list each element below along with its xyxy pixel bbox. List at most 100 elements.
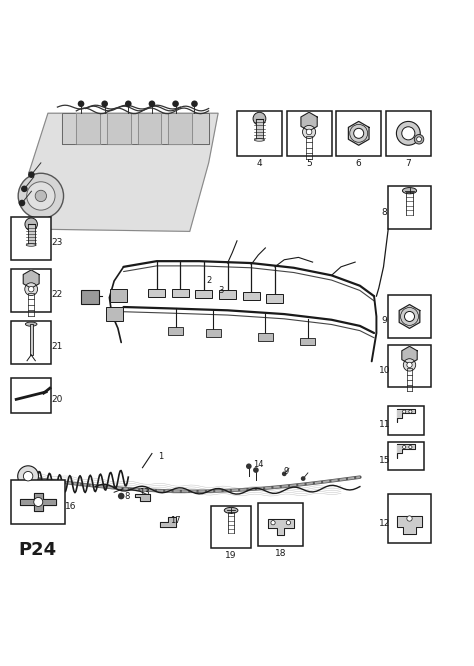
Circle shape — [246, 464, 252, 469]
Circle shape — [404, 312, 414, 322]
Bar — [388, 345, 431, 388]
Text: 1: 1 — [158, 452, 164, 462]
Text: 10: 10 — [379, 366, 390, 375]
Polygon shape — [76, 113, 100, 144]
Bar — [168, 327, 183, 335]
Bar — [195, 290, 212, 298]
Circle shape — [282, 472, 287, 476]
Bar — [148, 288, 165, 297]
Circle shape — [253, 468, 259, 473]
Text: 19: 19 — [225, 551, 237, 560]
Circle shape — [35, 190, 46, 202]
Circle shape — [78, 101, 84, 107]
Polygon shape — [160, 517, 175, 527]
Bar — [172, 288, 189, 297]
Circle shape — [403, 359, 416, 371]
Bar — [237, 111, 282, 156]
Bar — [388, 494, 431, 543]
Circle shape — [21, 186, 27, 192]
Circle shape — [28, 171, 35, 178]
Text: 20: 20 — [52, 396, 63, 404]
Bar — [243, 292, 260, 300]
Text: 16: 16 — [65, 502, 76, 511]
Circle shape — [402, 127, 415, 140]
Polygon shape — [29, 113, 218, 231]
Circle shape — [28, 286, 34, 292]
Ellipse shape — [26, 244, 36, 246]
Circle shape — [149, 101, 155, 107]
Bar — [386, 111, 431, 156]
Bar — [258, 503, 303, 545]
Circle shape — [402, 410, 406, 413]
Polygon shape — [397, 409, 415, 422]
Circle shape — [396, 121, 420, 145]
Polygon shape — [62, 113, 209, 144]
Polygon shape — [23, 270, 39, 288]
Ellipse shape — [224, 507, 238, 513]
Circle shape — [18, 173, 64, 218]
Circle shape — [172, 101, 179, 107]
Text: 8: 8 — [125, 492, 130, 501]
Ellipse shape — [255, 139, 264, 141]
Circle shape — [191, 101, 198, 107]
Circle shape — [286, 521, 291, 525]
Bar — [301, 338, 316, 345]
Bar — [219, 290, 236, 299]
Polygon shape — [348, 121, 369, 145]
Circle shape — [301, 476, 306, 481]
Polygon shape — [136, 494, 150, 501]
Text: 8: 8 — [382, 208, 387, 216]
Text: 2: 2 — [207, 276, 212, 284]
Bar — [211, 505, 251, 548]
Bar — [11, 269, 51, 312]
Circle shape — [23, 472, 33, 481]
Bar — [266, 294, 283, 303]
Circle shape — [118, 493, 125, 500]
Text: 17: 17 — [170, 515, 181, 525]
Circle shape — [25, 283, 37, 296]
Bar — [11, 378, 51, 414]
Bar — [206, 329, 221, 337]
Circle shape — [27, 182, 55, 210]
Bar — [11, 480, 65, 524]
Circle shape — [407, 362, 412, 368]
Circle shape — [409, 410, 412, 413]
Circle shape — [18, 466, 38, 487]
Circle shape — [407, 516, 412, 521]
Ellipse shape — [25, 322, 37, 326]
Text: 21: 21 — [52, 342, 63, 352]
Text: 14: 14 — [254, 460, 264, 469]
Polygon shape — [138, 113, 161, 144]
Bar — [258, 333, 273, 340]
Bar — [388, 295, 431, 338]
Circle shape — [34, 498, 43, 506]
Polygon shape — [168, 113, 192, 144]
Bar — [11, 217, 51, 260]
Circle shape — [18, 200, 25, 206]
Polygon shape — [301, 113, 317, 131]
Text: 5: 5 — [306, 159, 312, 168]
Circle shape — [354, 129, 364, 139]
Bar — [388, 442, 424, 470]
Text: 23: 23 — [52, 238, 63, 248]
Bar — [388, 406, 424, 435]
Bar — [110, 288, 128, 302]
Circle shape — [271, 521, 275, 525]
Bar — [256, 119, 263, 140]
Polygon shape — [268, 519, 293, 535]
Bar — [287, 111, 331, 156]
Bar — [388, 186, 431, 229]
Text: 7: 7 — [405, 159, 411, 168]
Polygon shape — [397, 516, 422, 534]
Bar — [106, 308, 123, 321]
Text: 15: 15 — [379, 456, 390, 465]
Text: 12: 12 — [379, 519, 390, 527]
Polygon shape — [402, 346, 417, 364]
Circle shape — [306, 129, 312, 135]
Circle shape — [417, 137, 421, 142]
Polygon shape — [399, 304, 420, 328]
Circle shape — [25, 218, 37, 230]
Text: 6: 6 — [356, 159, 361, 168]
Bar — [29, 324, 33, 355]
Text: P24: P24 — [18, 541, 57, 559]
